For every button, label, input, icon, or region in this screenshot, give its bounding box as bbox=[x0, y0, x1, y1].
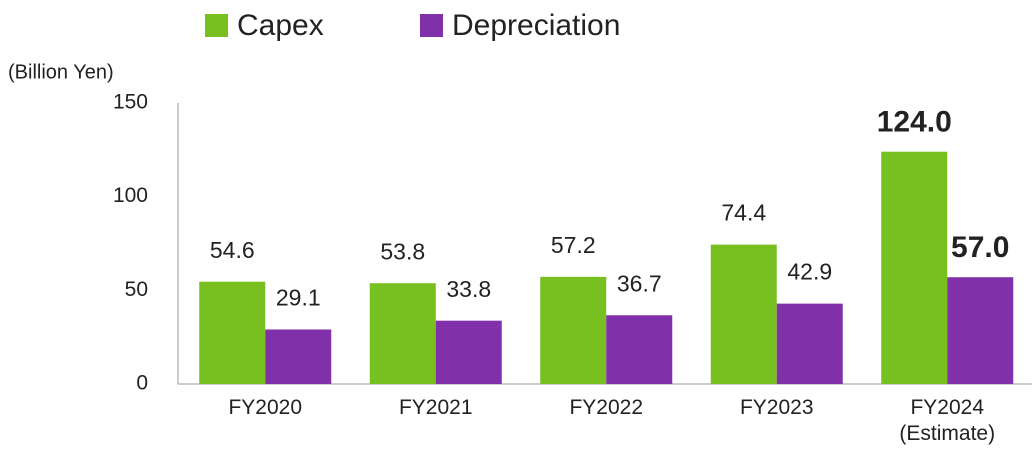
legend-label: Capex bbox=[237, 9, 324, 42]
bar bbox=[776, 303, 843, 384]
legend-swatch bbox=[205, 14, 228, 37]
bar bbox=[369, 283, 436, 384]
value-label: 33.8 bbox=[446, 276, 491, 302]
value-label: 54.6 bbox=[210, 237, 255, 263]
value-label: 57.2 bbox=[551, 232, 596, 258]
legend-label: Depreciation bbox=[452, 9, 620, 42]
value-label: 36.7 bbox=[617, 270, 662, 296]
bar bbox=[710, 244, 777, 384]
bar bbox=[947, 277, 1014, 384]
value-label: 53.8 bbox=[380, 238, 425, 264]
bar bbox=[265, 329, 332, 384]
value-label: 74.4 bbox=[721, 200, 766, 226]
x-tick-label: FY2021 bbox=[398, 396, 473, 419]
legend-swatch bbox=[420, 14, 443, 37]
x-tick-label: FY2024 (Estimate) bbox=[899, 396, 996, 445]
bar bbox=[606, 315, 673, 384]
value-label: 124.0 bbox=[877, 106, 952, 139]
y-axis-label: (Billion Yen) bbox=[8, 61, 114, 83]
y-tick-label: 50 bbox=[125, 278, 148, 301]
y-tick-label: 100 bbox=[113, 184, 148, 207]
x-tick-label: FY2023 bbox=[739, 396, 814, 419]
bar bbox=[881, 151, 948, 384]
y-tick-label: 150 bbox=[113, 91, 148, 114]
value-label: 29.1 bbox=[276, 285, 321, 311]
y-tick-label: 0 bbox=[136, 372, 148, 395]
bar bbox=[199, 281, 266, 384]
x-tick-label: FY2020 bbox=[228, 396, 303, 419]
x-tick-label: FY2022 bbox=[569, 396, 644, 419]
value-label: 42.9 bbox=[787, 259, 832, 285]
value-label: 57.0 bbox=[951, 231, 1009, 264]
bar bbox=[435, 320, 502, 384]
bar bbox=[540, 276, 607, 384]
